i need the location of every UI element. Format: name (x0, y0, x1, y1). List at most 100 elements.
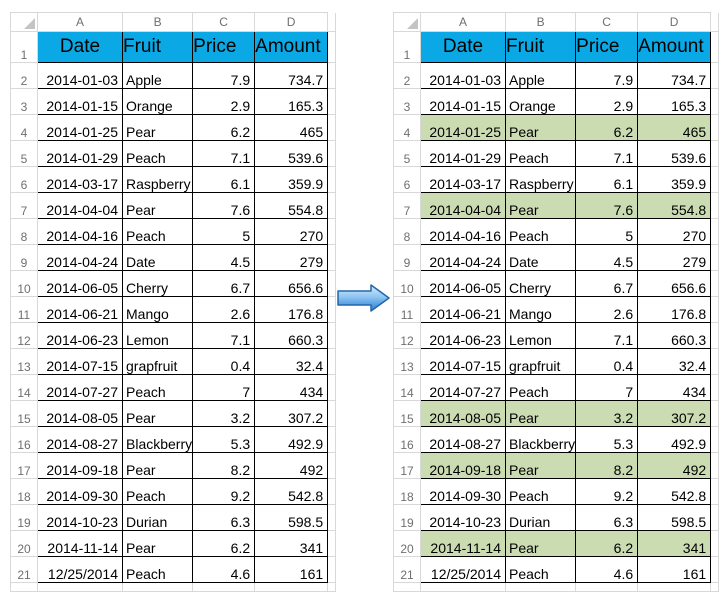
cell-A7[interactable]: 2014-04-04 (37, 192, 123, 219)
cell-B7[interactable]: Pear (121, 192, 194, 219)
cell-A16[interactable]: 2014-08-27 (37, 426, 123, 453)
row-header-10[interactable]: 10 (393, 270, 421, 297)
cell-D2[interactable]: 734.7 (254, 62, 329, 89)
cell-D15[interactable]: 307.2 (637, 400, 712, 427)
cell-A2[interactable]: 2014-01-03 (37, 62, 123, 89)
cell-A1[interactable]: Date (420, 31, 506, 63)
cell-C19[interactable]: 6.3 (192, 504, 256, 531)
cell-C6[interactable]: 6.1 (192, 166, 256, 193)
row-header-21[interactable]: 21 (393, 556, 421, 583)
cell-A3[interactable]: 2014-01-15 (420, 88, 506, 115)
cell-C1[interactable]: Price (575, 31, 639, 63)
row-header-6[interactable]: 6 (393, 166, 421, 193)
cell-B5[interactable]: Peach (121, 140, 194, 167)
cell-A18[interactable]: 2014-09-30 (420, 478, 506, 505)
row-header-14[interactable]: 14 (393, 374, 421, 401)
cell-A19[interactable]: 2014-10-23 (37, 504, 123, 531)
cell-B7[interactable]: Pear (504, 192, 577, 219)
cell-C11[interactable]: 2.6 (192, 296, 256, 323)
cell-D20[interactable]: 341 (637, 530, 712, 557)
cell-D4[interactable]: 465 (254, 114, 329, 141)
cell-A6[interactable]: 2014-03-17 (420, 166, 506, 193)
cell-B6[interactable]: Raspberry (121, 166, 194, 193)
row-header-18[interactable]: 18 (10, 478, 38, 505)
cell-C5[interactable]: 7.1 (192, 140, 256, 167)
cell-B21[interactable]: Peach (504, 556, 577, 583)
cell-D6[interactable]: 359.9 (254, 166, 329, 193)
cell-C10[interactable]: 6.7 (575, 270, 639, 297)
cell-B8[interactable]: Peach (121, 218, 194, 245)
cell-A14[interactable]: 2014-07-27 (420, 374, 506, 401)
row-header-16[interactable]: 16 (10, 426, 38, 453)
cell-C6[interactable]: 6.1 (575, 166, 639, 193)
cell-C10[interactable]: 6.7 (192, 270, 256, 297)
cell-A20[interactable]: 2014-11-14 (37, 530, 123, 557)
cell-A13[interactable]: 2014-07-15 (37, 348, 123, 375)
row-header-19[interactable]: 19 (393, 504, 421, 531)
cell-B12[interactable]: Lemon (504, 322, 577, 349)
cell-A9[interactable]: 2014-04-24 (420, 244, 506, 271)
cell-D14[interactable]: 434 (637, 374, 712, 401)
cell-A2[interactable]: 2014-01-03 (420, 62, 506, 89)
cell-D15[interactable]: 307.2 (254, 400, 329, 427)
cell-C7[interactable]: 7.6 (575, 192, 639, 219)
column-header-D[interactable]: D (637, 12, 712, 32)
cell-C17[interactable]: 8.2 (192, 452, 256, 479)
row-header-15[interactable]: 15 (393, 400, 421, 427)
cell-A11[interactable]: 2014-06-21 (37, 296, 123, 323)
cell-B1[interactable]: Fruit (504, 31, 577, 63)
row-header-21[interactable]: 21 (10, 556, 38, 583)
cell-D12[interactable]: 660.3 (637, 322, 712, 349)
row-header-20[interactable]: 20 (10, 530, 38, 557)
cell-C2[interactable]: 7.9 (192, 62, 256, 89)
cell-C15[interactable]: 3.2 (575, 400, 639, 427)
cell-A8[interactable]: 2014-04-16 (37, 218, 123, 245)
cell-B6[interactable]: Raspberry (504, 166, 577, 193)
cell-B16[interactable]: Blackberry (121, 426, 194, 453)
column-header-B[interactable]: B (504, 12, 577, 32)
cell-B14[interactable]: Peach (121, 374, 194, 401)
cell-D11[interactable]: 176.8 (254, 296, 329, 323)
cell-A21[interactable]: 12/25/2014 (37, 556, 123, 583)
cell-D10[interactable]: 656.6 (637, 270, 712, 297)
row-header-2[interactable]: 2 (393, 62, 421, 89)
cell-D21[interactable]: 161 (254, 556, 329, 583)
cell-D1[interactable]: Amount (254, 31, 329, 63)
row-header-17[interactable]: 17 (393, 452, 421, 479)
cell-A17[interactable]: 2014-09-18 (37, 452, 123, 479)
cell-D18[interactable]: 542.8 (637, 478, 712, 505)
cell-B17[interactable]: Pear (121, 452, 194, 479)
cell-A10[interactable]: 2014-06-05 (37, 270, 123, 297)
cell-B18[interactable]: Peach (121, 478, 194, 505)
cell-D20[interactable]: 341 (254, 530, 329, 557)
cell-C7[interactable]: 7.6 (192, 192, 256, 219)
cell-D8[interactable]: 270 (254, 218, 329, 245)
cell-A4[interactable]: 2014-01-25 (420, 114, 506, 141)
row-header-3[interactable]: 3 (393, 88, 421, 115)
cell-A18[interactable]: 2014-09-30 (37, 478, 123, 505)
cell-C9[interactable]: 4.5 (192, 244, 256, 271)
cell-A8[interactable]: 2014-04-16 (420, 218, 506, 245)
cell-B2[interactable]: Apple (504, 62, 577, 89)
cell-B17[interactable]: Pear (504, 452, 577, 479)
cell-C14[interactable]: 7 (192, 374, 256, 401)
row-header-4[interactable]: 4 (10, 114, 38, 141)
cell-B12[interactable]: Lemon (121, 322, 194, 349)
cell-D8[interactable]: 270 (637, 218, 712, 245)
cell-D12[interactable]: 660.3 (254, 322, 329, 349)
cell-A6[interactable]: 2014-03-17 (37, 166, 123, 193)
cell-A3[interactable]: 2014-01-15 (37, 88, 123, 115)
cell-C21[interactable]: 4.6 (192, 556, 256, 583)
cell-B1[interactable]: Fruit (121, 31, 194, 63)
cell-C12[interactable]: 7.1 (575, 322, 639, 349)
cell-D18[interactable]: 542.8 (254, 478, 329, 505)
cell-B18[interactable]: Peach (504, 478, 577, 505)
select-all-corner[interactable] (10, 12, 38, 32)
cell-A16[interactable]: 2014-08-27 (420, 426, 506, 453)
cell-A15[interactable]: 2014-08-05 (37, 400, 123, 427)
cell-C9[interactable]: 4.5 (575, 244, 639, 271)
cell-A10[interactable]: 2014-06-05 (420, 270, 506, 297)
cell-C18[interactable]: 9.2 (575, 478, 639, 505)
cell-D13[interactable]: 32.4 (637, 348, 712, 375)
cell-B13[interactable]: grapfruit (121, 348, 194, 375)
